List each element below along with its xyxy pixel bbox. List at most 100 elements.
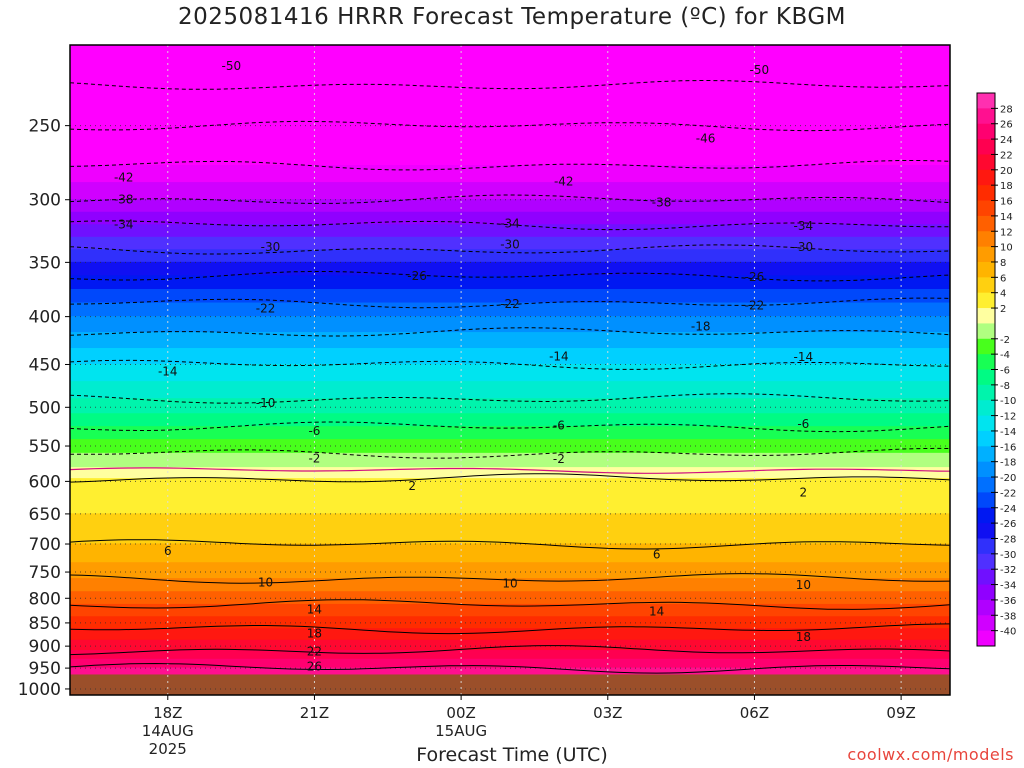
x-axis-label: Forecast Time (UTC) bbox=[416, 744, 608, 766]
y-tick-label: 600 bbox=[29, 472, 61, 492]
y-tick-label: 300 bbox=[29, 191, 61, 211]
contour-label: 14 bbox=[649, 604, 664, 618]
y-tick-label: 850 bbox=[29, 614, 61, 634]
contour-line bbox=[70, 539, 950, 550]
contour-label: -34 bbox=[794, 219, 814, 233]
contour-label: -30 bbox=[794, 240, 814, 254]
contour-label: -22 bbox=[745, 298, 765, 312]
contour-label: 22 bbox=[307, 645, 322, 659]
temp-band bbox=[70, 182, 950, 201]
temp-band bbox=[70, 261, 950, 277]
contour-label: 14 bbox=[307, 602, 322, 616]
colorbar-label: 22 bbox=[1000, 150, 1013, 161]
temp-band bbox=[70, 332, 950, 350]
temp-band bbox=[70, 543, 950, 564]
colorbar-label: -10 bbox=[1000, 396, 1016, 407]
contour-label: -42 bbox=[114, 170, 134, 184]
colorbar-label: -8 bbox=[1000, 381, 1010, 392]
y-tick-label: 1000 bbox=[18, 680, 61, 700]
colorbar-label: 26 bbox=[1000, 120, 1013, 131]
colorbar-label: -6 bbox=[1000, 366, 1010, 377]
contour-label: -22 bbox=[256, 301, 276, 315]
colorbar-cell bbox=[977, 154, 995, 171]
colorbar-cell bbox=[977, 354, 995, 370]
colorbar-cell bbox=[977, 246, 995, 263]
x-tick-label: 09Z bbox=[886, 704, 915, 722]
colorbar-cell bbox=[977, 384, 995, 401]
contour-label: -10 bbox=[256, 396, 276, 410]
contour-line bbox=[70, 599, 950, 610]
contour-label: -50 bbox=[750, 63, 770, 77]
contour-label: -14 bbox=[794, 350, 814, 364]
colorbar-label: -18 bbox=[1000, 458, 1016, 469]
y-tick-label: 350 bbox=[29, 253, 61, 273]
contour-label: -18 bbox=[691, 320, 711, 334]
y-tick-label: 550 bbox=[29, 437, 61, 457]
colorbar-label: -20 bbox=[1000, 473, 1016, 484]
colorbar-label: -26 bbox=[1000, 519, 1016, 530]
y-tick-label: 400 bbox=[29, 308, 61, 328]
contour-label: -34 bbox=[500, 216, 520, 230]
temp-band bbox=[70, 145, 950, 166]
colorbar-label: 8 bbox=[1000, 258, 1006, 269]
temp-band bbox=[70, 164, 950, 184]
contour-labels: -50 -50 -46 -42 -42 -38 -38 -34 -34 -34 -30 -30 -30 -… bbox=[114, 59, 813, 673]
contour-label: -34 bbox=[114, 218, 134, 232]
colorbar-label: 4 bbox=[1000, 289, 1006, 300]
colorbar-cell bbox=[977, 308, 995, 324]
temp-band bbox=[70, 603, 950, 618]
temp-band bbox=[70, 302, 950, 318]
y-tick-label: 800 bbox=[29, 589, 61, 609]
contour-label: 10 bbox=[796, 578, 811, 592]
x-tick-sublabel: 14AUG bbox=[142, 722, 194, 740]
temp-band bbox=[70, 513, 950, 545]
contour-label: 18 bbox=[307, 626, 322, 640]
temp-band bbox=[70, 452, 950, 469]
colorbar-label: 12 bbox=[1000, 227, 1013, 238]
colorbar-label: 6 bbox=[1000, 273, 1006, 284]
temp-band bbox=[70, 125, 950, 147]
temp-band bbox=[70, 467, 950, 480]
colorbar-cell bbox=[977, 553, 995, 570]
colorbar-label: -32 bbox=[1000, 565, 1016, 576]
temp-band bbox=[70, 316, 950, 334]
y-tick-label: 250 bbox=[29, 117, 61, 137]
ground-below-surface bbox=[70, 674, 950, 695]
contour-label: -6 bbox=[308, 424, 320, 438]
colorbar-label: -2 bbox=[1000, 335, 1010, 346]
colorbar-cell bbox=[977, 169, 995, 186]
contour-line bbox=[70, 662, 950, 674]
freezing-line bbox=[70, 467, 950, 474]
colorbar-label: -4 bbox=[1000, 350, 1010, 361]
credit-link[interactable]: coolwx.com/models bbox=[847, 745, 1014, 764]
colorbar-cell bbox=[977, 630, 995, 647]
temp-band bbox=[70, 650, 950, 660]
x-tick-sublabel: 15AUG bbox=[435, 722, 487, 740]
contour-line bbox=[70, 473, 950, 483]
colorbar-label: -24 bbox=[1000, 504, 1016, 515]
temp-band bbox=[70, 381, 950, 400]
colorbar-cell bbox=[977, 323, 995, 340]
colorbar-cell bbox=[977, 200, 995, 217]
contour-label: 18 bbox=[796, 630, 811, 644]
contour-label: -38 bbox=[114, 193, 134, 207]
contour-line bbox=[70, 645, 950, 656]
y-tick-label: 450 bbox=[29, 355, 61, 375]
x-tick-label: 03Z bbox=[593, 704, 622, 722]
contour-label: 10 bbox=[258, 576, 273, 590]
grid-lines bbox=[70, 45, 950, 695]
x-tick-sublabel: 2025 bbox=[149, 740, 187, 758]
colorbar-label: -28 bbox=[1000, 534, 1016, 545]
temp-band bbox=[70, 249, 950, 263]
colorbar-cell bbox=[977, 292, 995, 309]
plot-frame bbox=[69, 44, 951, 696]
contour-label: -26 bbox=[745, 270, 765, 284]
temp-band bbox=[70, 363, 950, 383]
colorbar-cell bbox=[977, 400, 995, 417]
x-tick-label: 18Z bbox=[153, 704, 182, 722]
contour-label: 6 bbox=[164, 544, 172, 558]
contour-label: -14 bbox=[549, 349, 569, 363]
temp-band bbox=[70, 426, 950, 441]
colorbar-cell bbox=[977, 446, 995, 463]
